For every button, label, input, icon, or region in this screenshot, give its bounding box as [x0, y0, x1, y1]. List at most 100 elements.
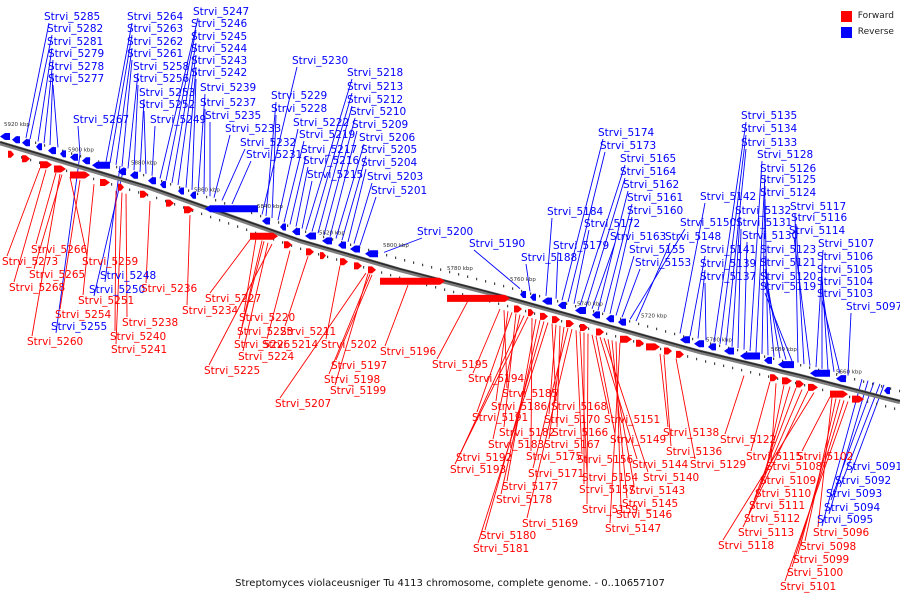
reverse-gene-arrow: [205, 205, 258, 213]
leader-line: [133, 84, 139, 171]
axis-tick: [710, 342, 712, 345]
reverse-gene-label: Strvi_5092: [835, 475, 891, 487]
reverse-gene-label: Strvi_5137: [700, 271, 756, 283]
axis-tick: [327, 255, 329, 259]
leader-line: [663, 354, 672, 447]
forward-gene-label: Strvi_5192: [456, 452, 512, 464]
axis-tick: [179, 186, 181, 189]
forward-gene-label: Strvi_5098: [800, 541, 856, 553]
leader-line: [341, 155, 367, 241]
kbp-label: 5820 kbp: [319, 231, 345, 237]
reverse-gene-arrow: [592, 311, 600, 319]
leader-line: [114, 190, 117, 332]
axis-tick: [291, 244, 293, 247]
kbp-label: 5800 kbp: [383, 243, 409, 249]
forward-gene-label: Strvi_5196: [380, 346, 437, 358]
axis-tick: [300, 247, 302, 251]
forward-gene-arrow: [306, 248, 314, 256]
leader-line: [850, 384, 885, 474]
forward-gene-label: Strvi_5118: [718, 540, 774, 552]
leader-line: [500, 320, 541, 495]
reverse-gene-label: Strvi_5131: [736, 217, 792, 229]
forward-gene-arrow: [320, 252, 326, 260]
forward-gene-label: Strvi_5238: [122, 317, 178, 329]
leader-line: [317, 105, 353, 234]
reverse-gene-arrow: [305, 232, 316, 240]
leader-line: [821, 299, 841, 374]
reverse-gene-label: Strvi_5184: [547, 206, 604, 218]
kbp-label: 5840 kbp: [257, 204, 283, 210]
axis-tick: [260, 214, 262, 218]
axis-tick: [21, 156, 23, 159]
reverse-gene-label: Strvi_5255: [51, 321, 107, 333]
leader-line: [82, 184, 95, 296]
reverse-gene-label: Strvi_5119: [760, 281, 816, 293]
leader-line: [764, 268, 781, 359]
reverse-gene-arrow: [606, 315, 614, 323]
reverse-gene-label: Strvi_5124: [760, 187, 817, 199]
leader-line: [243, 238, 257, 313]
forward-gene-label: Strvi_5211: [280, 326, 336, 338]
kbp-label: 5760 kbp: [510, 277, 536, 283]
leader-line: [159, 17, 199, 179]
axis-tick: [714, 362, 716, 365]
forward-gene-label: Strvi_5115: [746, 451, 802, 463]
axis-tick: [444, 288, 446, 291]
reverse-gene-label: Strvi_5282: [47, 23, 103, 35]
axis-tick: [507, 304, 509, 308]
leader-line: [115, 47, 133, 165]
axis-tick: [386, 253, 388, 257]
axis-tick: [170, 183, 172, 186]
forward-gene-arrow: [540, 312, 548, 320]
leader-line: [460, 315, 525, 453]
leader-line: [548, 326, 565, 440]
legend-forward-label: Forward: [857, 11, 894, 21]
reverse-gene-arrow: [558, 301, 566, 309]
leader-line: [579, 164, 626, 306]
axis-tick: [323, 235, 325, 239]
reverse-gene-label: Strvi_5155: [629, 244, 685, 256]
forward-gene-label: Strvi_5099: [793, 554, 849, 566]
forward-gene-label: Strvi_5100: [787, 567, 843, 579]
leader-line: [121, 59, 133, 167]
forward-gene-label: Strvi_5202: [321, 339, 377, 351]
leader-line: [277, 128, 299, 221]
axis-tick: [615, 335, 617, 338]
leader-line: [238, 241, 265, 340]
forward-gene-label: Strvi_5195: [432, 359, 488, 371]
leader-line: [197, 93, 206, 192]
axis-tick: [849, 395, 851, 399]
axis-tick: [777, 377, 779, 381]
forward-gene-label: Strvi_5254: [55, 309, 112, 321]
leader-line: [791, 400, 845, 568]
reverse-gene-label: Strvi_5245: [191, 31, 247, 43]
axis-tick: [759, 373, 761, 376]
reverse-gene-arrow: [724, 347, 734, 355]
kbp-label: 5780 kbp: [447, 266, 473, 272]
leader-line: [105, 22, 133, 162]
forward-gene-arrow: [100, 179, 110, 186]
reverse-gene-label: Strvi_5165: [620, 153, 676, 165]
kbp-label: 5700 kbp: [706, 337, 732, 343]
leader-line: [794, 212, 799, 363]
leader-line: [476, 312, 513, 413]
forward-gene-label: Strvi_5268: [9, 282, 65, 294]
reverse-gene-label: Strvi_5246: [191, 18, 248, 30]
forward-gene-label: Strvi_5259: [82, 256, 138, 268]
axis-tick: [800, 364, 802, 367]
leader-line: [265, 101, 277, 217]
axis-tick: [872, 382, 874, 386]
axis-tick: [197, 192, 199, 196]
leader-line: [635, 242, 671, 322]
leader-line: [55, 153, 81, 334]
reverse-gene-arrow: [292, 228, 300, 236]
axis-tick: [282, 241, 284, 244]
reverse-gene-label: Strvi_5209: [352, 119, 408, 131]
axis-tick: [593, 310, 595, 313]
axis-tick: [143, 173, 145, 177]
leader-line: [325, 265, 341, 340]
reverse-gene-label: Strvi_5123: [760, 244, 816, 256]
axis-tick: [98, 160, 100, 163]
leader-line: [609, 216, 633, 314]
reverse-gene-label: Strvi_5201: [371, 185, 427, 197]
